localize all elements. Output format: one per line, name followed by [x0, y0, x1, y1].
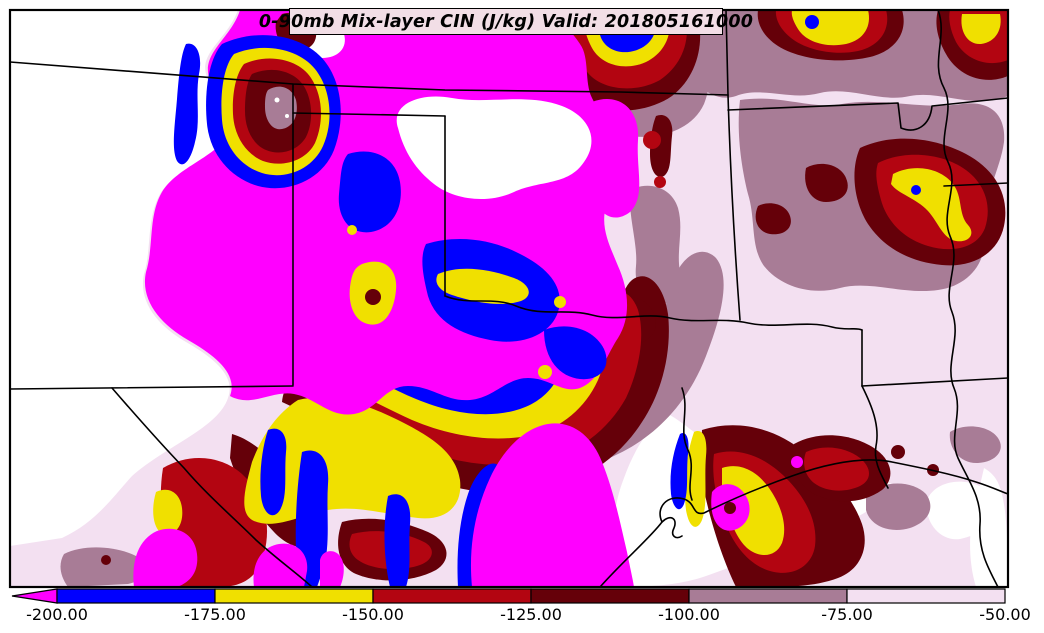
fill-magenta-southtx	[470, 423, 634, 587]
colorbar-swatch-palepink	[846, 588, 1006, 604]
river-mississippi	[937, 10, 999, 587]
fill-nm-white-speck2	[285, 114, 289, 118]
fill-maroon-ok-sliver	[650, 114, 673, 177]
fill-mauve-blcorner	[60, 547, 145, 587]
border-tx-panhandle-north	[292, 112, 446, 117]
river-sabine	[861, 385, 889, 489]
fill-blue-streak2	[384, 494, 411, 587]
border-mo-ar	[727, 97, 1008, 131]
fill-yellow-speck1	[538, 365, 552, 379]
fill-magenta-coast-speck	[791, 456, 803, 468]
fill-blue-interior3	[544, 326, 607, 380]
fill-magenta-bl3	[320, 551, 344, 587]
border-ks-mo	[725, 10, 729, 96]
fill-yellow-arc	[302, 307, 607, 439]
colorbar-tick-label-150: -150.00	[342, 605, 404, 624]
fill-maroon-mo2	[755, 203, 791, 235]
fill-red-coastal	[804, 447, 869, 491]
border-nm-tx-32n	[10, 385, 294, 390]
border-ar-la	[861, 377, 1008, 387]
fill-yellow-speck2	[554, 296, 566, 308]
fill-nm-white-speck1	[274, 97, 280, 103]
fill-red-speck1	[643, 131, 661, 149]
fill-maroon-la-speck1	[891, 445, 905, 459]
fill-blue-interior2	[338, 151, 401, 233]
fill-mauve-east	[629, 185, 681, 305]
fill-blue-ar-speck	[911, 185, 921, 195]
contour-field	[10, 10, 1008, 587]
fill-yellow-swstreak	[153, 489, 183, 535]
fill-maroon-bl-speck1	[101, 555, 111, 565]
colorbar-extend-arrow	[11, 588, 58, 604]
fill-magenta-bl1	[133, 528, 198, 587]
colorbar-tick-label-50: -50.00	[979, 605, 1031, 624]
border-rio-grande	[111, 387, 313, 587]
colorbar	[11, 588, 1006, 604]
fill-maroon-bay-speck	[724, 502, 736, 514]
colorbar-swatch-blue	[56, 588, 216, 604]
colorbar-tick-label-200: -200.00	[26, 605, 88, 624]
fill-yellow-interior-snake	[436, 268, 529, 304]
colorbar-tick-label-125: -125.00	[500, 605, 562, 624]
gulf-coastline	[599, 459, 1008, 587]
fill-mauve-la1	[866, 483, 931, 530]
colorbar-swatch-mauve	[688, 588, 848, 604]
border-tn-ms	[943, 182, 1008, 187]
fill-maroon-donut-core	[365, 289, 381, 305]
galveston-bay	[661, 516, 683, 539]
fill-yellow-topright	[961, 14, 1001, 45]
colorbar-tick-label-75: -75.00	[821, 605, 873, 624]
border-37n	[10, 61, 729, 96]
fill-blue-streak4	[260, 428, 287, 516]
map-title: 0-90mb Mix-layer CIN (J/kg) Valid: 20180…	[259, 8, 753, 35]
colorbar-swatch-maroon	[530, 588, 690, 604]
colorbar-tick-label-175: -175.00	[184, 605, 246, 624]
fill-blue-top2-speck	[805, 15, 819, 29]
fill-white-gulf2	[970, 468, 1008, 587]
contour-nm-bullseye	[206, 35, 341, 189]
fill-magenta-eastlobe	[589, 99, 640, 218]
fill-magenta-bl2	[253, 543, 308, 587]
fill-blue-streak1	[295, 450, 329, 587]
state-borders	[10, 10, 1008, 587]
colorbar-swatch-yellow	[214, 588, 374, 604]
fill-mauve-la2	[949, 426, 1001, 464]
colorbar-tick-label-100: -100.00	[658, 605, 720, 624]
river-trinity	[681, 387, 693, 501]
fill-blue-se-sliver	[670, 432, 689, 510]
colorbar-swatch-red	[372, 588, 532, 604]
border-ok-ar	[727, 94, 741, 321]
fill-yellow-speck3	[347, 225, 357, 235]
fill-nm-mauve-center	[265, 86, 297, 130]
fill-blue-weststrip	[173, 43, 201, 165]
fill-maroon-mo1	[805, 163, 848, 202]
border-red-river	[444, 295, 863, 331]
fill-red-speck2	[654, 176, 666, 188]
